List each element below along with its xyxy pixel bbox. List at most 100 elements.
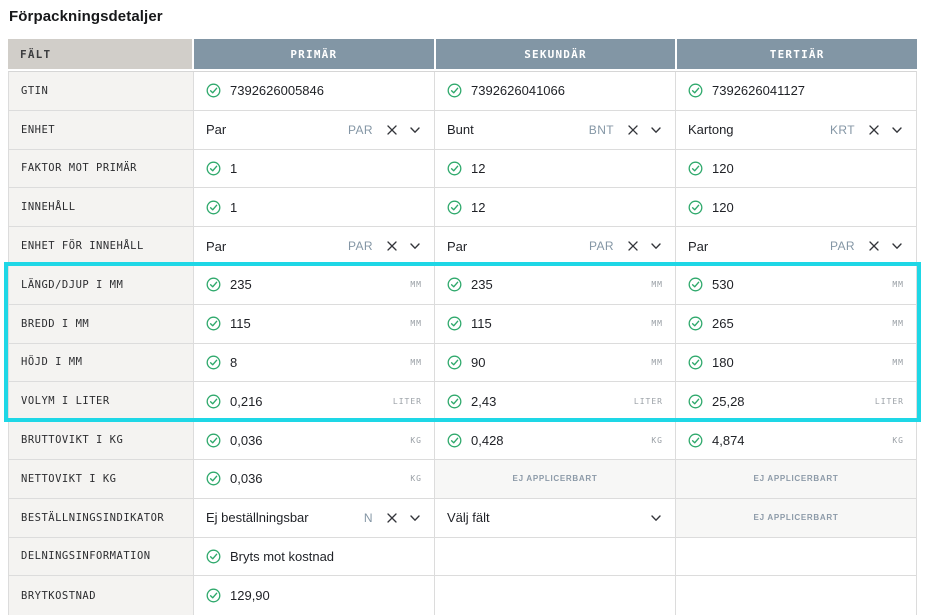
field-label: FAKTOR MOT PRIMÄR xyxy=(21,162,137,175)
page-title: Förpackningsdetaljer xyxy=(9,8,163,25)
value-cell-sekundar[interactable]: 2,43 LITER xyxy=(434,382,675,421)
clear-icon[interactable] xyxy=(385,239,399,253)
unit-label: MM xyxy=(651,357,663,367)
value-cell-sekundar[interactable]: 0,428 KG xyxy=(434,421,675,459)
chevron-down-icon[interactable] xyxy=(649,511,663,525)
value-cell-primar[interactable]: 8 MM xyxy=(193,343,434,382)
value-cell-tertiar[interactable]: 120 xyxy=(675,149,916,188)
unit-label: MM xyxy=(892,319,904,329)
validated-check-icon xyxy=(447,316,462,331)
chevron-down-icon[interactable] xyxy=(649,123,663,137)
unit-code: PAR xyxy=(348,122,373,137)
not-applicable-label: EJ APPLICERBART xyxy=(753,513,839,523)
table-row: ENHET FÖR INNEHÅLL Par PAR Par PAR Par PAR xyxy=(9,227,916,266)
table-row: BRUTTOVIKT I KG 0,036 KG 0,428 KG 4,874 KG xyxy=(9,421,916,460)
clear-icon[interactable] xyxy=(385,511,399,525)
unit-code: BNT xyxy=(588,122,614,137)
field-label-cell: BRUTTOVIKT I KG xyxy=(9,421,193,459)
chevron-down-icon[interactable] xyxy=(890,123,904,137)
value-cell-sekundar[interactable]: 12 xyxy=(434,188,675,227)
not-applicable-label: EJ APPLICERBART xyxy=(753,474,839,484)
table-row: ENHET Par PAR Bunt BNT Kartong KRT xyxy=(9,110,916,150)
value-cell-primar[interactable]: Par PAR xyxy=(193,110,434,149)
value-cell-tertiar[interactable]: 530 MM xyxy=(675,265,916,304)
clear-icon[interactable] xyxy=(626,239,640,253)
table-row: BESTÄLLNINGSINDIKATOR Ej beställningsbar N… xyxy=(9,498,916,538)
cell-value: 2,43 xyxy=(471,393,497,409)
unit-code: KRT xyxy=(830,122,855,137)
value-cell-tertiar[interactable]: Kartong KRT xyxy=(675,110,916,149)
value-cell-tertiar[interactable]: 4,874 KG xyxy=(675,421,916,459)
value-cell-primar[interactable]: Ej beställningsbar N xyxy=(193,498,434,537)
value-cell-sekundar[interactable]: Bunt BNT xyxy=(434,110,675,149)
chevron-down-icon[interactable] xyxy=(408,123,422,137)
value-cell-tertiar[interactable]: 265 MM xyxy=(675,304,916,343)
field-label-cell: INNEHÅLL xyxy=(9,188,193,227)
validated-check-icon xyxy=(206,316,221,331)
not-applicable-label: EJ APPLICERBART xyxy=(512,474,598,484)
clear-icon[interactable] xyxy=(867,239,881,253)
chevron-down-icon[interactable] xyxy=(890,239,904,253)
value-cell-primar[interactable]: 115 MM xyxy=(193,304,434,343)
select-value: Kartong xyxy=(688,122,734,138)
field-label: GTIN xyxy=(21,84,49,97)
field-label-cell: ENHET xyxy=(9,110,193,149)
value-cell-primar[interactable]: Bryts mot kostnad xyxy=(193,537,434,576)
chevron-down-icon[interactable] xyxy=(649,239,663,253)
value-cell-primar[interactable]: 0,216 LITER xyxy=(193,382,434,421)
value-cell-tertiar[interactable]: 7392626041127 xyxy=(675,72,916,110)
value-cell-tertiar[interactable]: Par PAR xyxy=(675,227,916,265)
value-cell-primar[interactable]: 0,036 KG xyxy=(193,459,434,498)
value-cell-primar[interactable]: 235 MM xyxy=(193,265,434,304)
table-row: VOLYM I LITER 0,216 LITER 2,43 LITER 25,28 LIT… xyxy=(9,382,916,422)
field-label-cell: BESTÄLLNINGSINDIKATOR xyxy=(9,498,193,537)
clear-icon[interactable] xyxy=(867,123,881,137)
value-cell-primar[interactable]: 7392626005846 xyxy=(193,72,434,110)
field-label-cell: ENHET FÖR INNEHÅLL xyxy=(9,227,193,265)
chevron-down-icon[interactable] xyxy=(408,511,422,525)
field-label: ENHET xyxy=(21,123,56,136)
value-cell-primar[interactable]: Par PAR xyxy=(193,227,434,265)
value-cell-tertiar[interactable]: 120 xyxy=(675,188,916,227)
value-cell-tertiar[interactable]: 180 MM xyxy=(675,343,916,382)
cell-value: 7392626041127 xyxy=(712,83,806,99)
value-cell-sekundar[interactable]: Par PAR xyxy=(434,227,675,265)
field-label-cell: BREDD I MM xyxy=(9,304,193,343)
value-cell-primar[interactable]: 1 xyxy=(193,149,434,188)
value-cell-sekundar[interactable]: 115 MM xyxy=(434,304,675,343)
column-header-falt: FÄLT xyxy=(8,39,192,69)
column-header-primar: PRIMÄR xyxy=(194,39,434,69)
value-cell-sekundar[interactable]: 90 MM xyxy=(434,343,675,382)
value-cell-primar[interactable]: 0,036 KG xyxy=(193,421,434,459)
unit-label: MM xyxy=(892,357,904,367)
field-label: BESTÄLLNINGSINDIKATOR xyxy=(21,511,165,524)
unit-label: MM xyxy=(410,280,422,290)
cell-value: 12 xyxy=(471,199,486,215)
value-cell-sekundar[interactable]: 7392626041066 xyxy=(434,72,675,110)
unit-label: KG xyxy=(651,435,663,445)
value-cell-sekundar[interactable]: Välj fält xyxy=(434,498,675,537)
field-label-cell: HÖJD I MM xyxy=(9,343,193,382)
cell-value: 265 xyxy=(712,316,734,332)
cell-value: 120 xyxy=(712,160,734,176)
chevron-down-icon[interactable] xyxy=(408,239,422,253)
table-row: FAKTOR MOT PRIMÄR 1 12 120 xyxy=(9,149,916,189)
table-row: BREDD I MM 115 MM 115 MM 265 MM xyxy=(9,304,916,344)
clear-icon[interactable] xyxy=(626,123,640,137)
field-label: HÖJD I MM xyxy=(21,356,83,369)
value-cell-sekundar[interactable]: 12 xyxy=(434,149,675,188)
select-value: Bunt xyxy=(447,122,474,138)
value-cell-sekundar[interactable]: 235 MM xyxy=(434,265,675,304)
clear-icon[interactable] xyxy=(385,123,399,137)
unit-label: KG xyxy=(892,435,904,445)
unit-code: N xyxy=(363,510,373,525)
field-label-cell: LÄNGD/DJUP I MM xyxy=(9,265,193,304)
validated-check-icon xyxy=(206,83,221,98)
cell-value: 7392626005846 xyxy=(230,83,324,99)
validated-check-icon xyxy=(447,355,462,370)
value-cell-tertiar[interactable]: 25,28 LITER xyxy=(675,382,916,421)
value-cell-primar[interactable]: 129,90 xyxy=(193,576,434,615)
field-label: NETTOVIKT I KG xyxy=(21,472,117,485)
value-cell-primar[interactable]: 1 xyxy=(193,188,434,227)
